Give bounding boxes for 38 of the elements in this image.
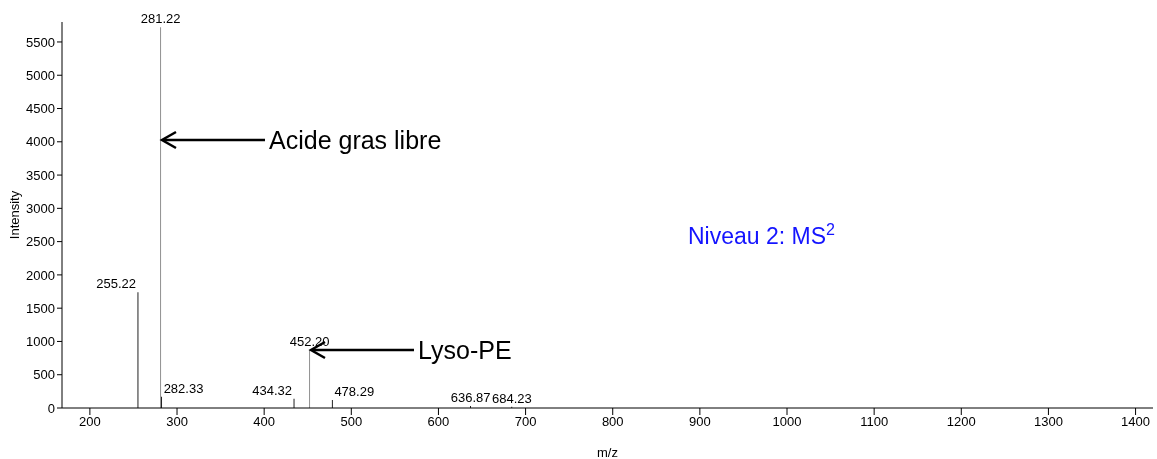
- x-tick-label: 800: [601, 414, 624, 430]
- x-tick-label: 500: [340, 414, 363, 430]
- y-tick-label: 5000: [26, 67, 55, 83]
- annotation: Lyso-PE: [418, 336, 512, 364]
- annotation: Acide gras libre: [269, 126, 442, 154]
- x-axis-title: m/z: [597, 445, 618, 459]
- annotation: 281.22: [140, 11, 181, 27]
- annotation: 434.32: [252, 382, 293, 398]
- x-tick-label: 200: [79, 414, 101, 430]
- x-tick-label: 1400: [1121, 414, 1151, 430]
- annotation: 255.22: [96, 276, 136, 292]
- annotation: 478.29: [334, 384, 375, 400]
- x-tick-label: 1100: [860, 414, 889, 430]
- y-tick-label: 0: [47, 400, 55, 416]
- annotation: Niveau 2: MS$^{2}$: [688, 220, 836, 249]
- x-tick-label: 900: [689, 414, 711, 430]
- x-tick-label: 1300: [1033, 414, 1063, 430]
- y-tick-label: 4500: [26, 101, 55, 117]
- y-tick-label: 2000: [26, 267, 55, 283]
- x-tick-label: 1200: [946, 414, 976, 430]
- y-tick-label: 2500: [26, 234, 55, 250]
- y-tick-label: 5500: [26, 34, 55, 50]
- y-tick-label: 3000: [26, 200, 55, 216]
- x-tick-label: 400: [253, 414, 276, 430]
- y-tick-label: 3500: [26, 167, 55, 183]
- x-tick-label: 600: [427, 414, 450, 430]
- annotation: 636.87: [450, 390, 491, 405]
- x-tick-label: 1000: [772, 414, 802, 430]
- y-axis-title: Intensity: [7, 190, 22, 240]
- y-tick-label: 500: [33, 367, 55, 383]
- annotation: 452.20: [289, 334, 330, 350]
- x-tick-label: 700: [514, 414, 537, 430]
- x-tick-label: 300: [166, 414, 188, 430]
- annotation: 684.23: [491, 390, 532, 406]
- y-tick-label: 4000: [26, 134, 55, 150]
- annotation: 282.33: [163, 380, 204, 396]
- y-tick-label: 1500: [26, 300, 55, 316]
- y-tick-label: 1000: [26, 334, 55, 350]
